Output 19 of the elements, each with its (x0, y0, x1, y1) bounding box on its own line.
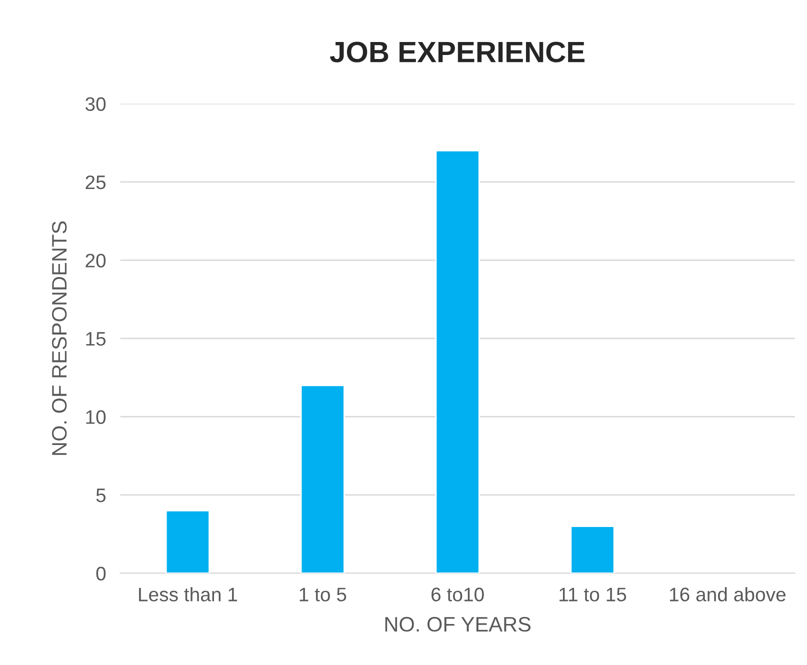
bar (165, 510, 210, 574)
chart-title: JOB EXPERIENCE (330, 42, 584, 62)
y-tick-label: 5 (96, 488, 106, 502)
bar (300, 384, 345, 574)
x-tick-label: Less than 1 (139, 587, 238, 602)
y-tick-label: 20 (86, 254, 106, 268)
y-tick-label: 0 (96, 566, 106, 580)
bar (570, 526, 615, 574)
x-tick-label: 11 to 15 (560, 588, 626, 602)
x-tick-label: 16 and above (670, 587, 786, 602)
x-tick-label: 6 to10 (432, 588, 484, 602)
x-axis-title: NO. OF YEARS (385, 616, 531, 632)
y-tick-label: 15 (86, 332, 106, 346)
y-tick-label: 10 (86, 410, 106, 424)
y-tick-label: 30 (85, 97, 106, 111)
bar (435, 150, 480, 574)
y-axis-title: NO. OF RESPONDENTS (52, 221, 67, 455)
y-tick-label: 25 (86, 175, 106, 190)
x-tick-label: 1 to 5 (300, 588, 346, 602)
